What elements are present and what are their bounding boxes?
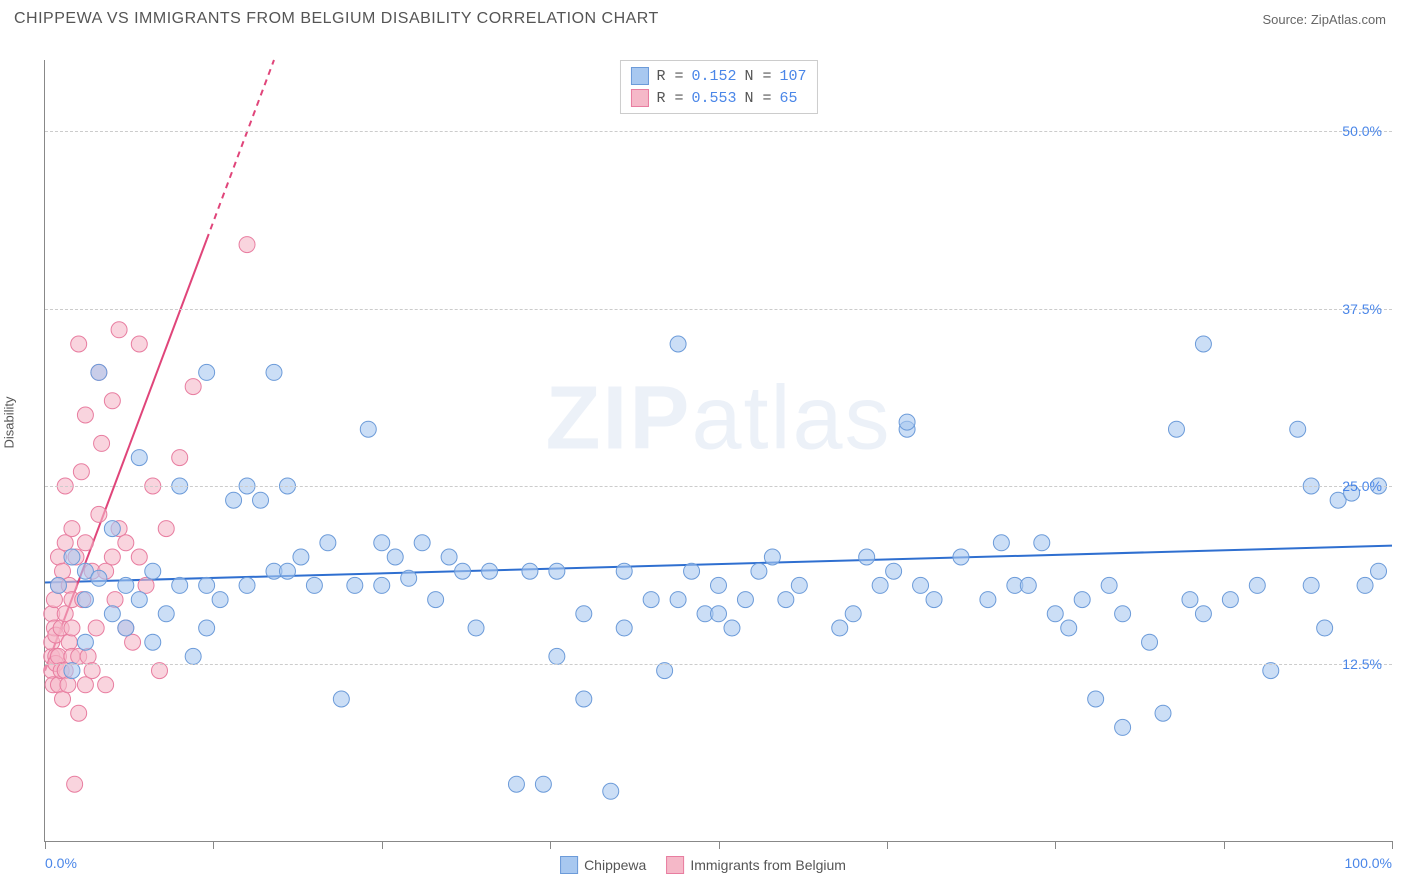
bottom-legend: Chippewa Immigrants from Belgium <box>560 856 846 874</box>
stats-n-label-1: N = <box>745 68 772 85</box>
x-min-label: 0.0% <box>45 855 77 871</box>
plot-svg <box>45 60 1392 841</box>
x-max-label: 100.0% <box>1345 855 1392 871</box>
legend-swatch-series2 <box>666 856 684 874</box>
stats-r-value-2: 0.553 <box>691 90 736 107</box>
legend-label-series2: Immigrants from Belgium <box>690 857 846 873</box>
plot-area: ZIPatlas R = 0.152 N = 107 R = 0.553 N =… <box>44 60 1392 842</box>
chart-container: Disability ZIPatlas R = 0.152 N = 107 R … <box>14 50 1392 882</box>
stats-r-label-2: R = <box>656 90 683 107</box>
stats-n-value-2: 65 <box>780 90 798 107</box>
source-attribution: Source: ZipAtlas.com <box>1262 12 1386 27</box>
y-tick-label: 50.0% <box>1342 123 1382 139</box>
legend-item-series1: Chippewa <box>560 856 646 874</box>
stats-row-series1: R = 0.152 N = 107 <box>630 65 806 87</box>
stats-n-label-2: N = <box>745 90 772 107</box>
stats-r-value-1: 0.152 <box>691 68 736 85</box>
legend-item-series2: Immigrants from Belgium <box>666 856 846 874</box>
y-tick-label: 37.5% <box>1342 301 1382 317</box>
stats-row-series2: R = 0.553 N = 65 <box>630 87 806 109</box>
y-axis-label: Disability <box>2 396 17 448</box>
stats-n-value-1: 107 <box>780 68 807 85</box>
legend-label-series1: Chippewa <box>584 857 646 873</box>
swatch-series1 <box>630 67 648 85</box>
swatch-series2 <box>630 89 648 107</box>
stats-r-label-1: R = <box>656 68 683 85</box>
chart-title: CHIPPEWA VS IMMIGRANTS FROM BELGIUM DISA… <box>14 10 659 28</box>
legend-swatch-series1 <box>560 856 578 874</box>
y-tick-label: 12.5% <box>1342 656 1382 672</box>
y-tick-label: 25.0% <box>1342 478 1382 494</box>
stats-legend-box: R = 0.152 N = 107 R = 0.553 N = 65 <box>619 60 817 114</box>
